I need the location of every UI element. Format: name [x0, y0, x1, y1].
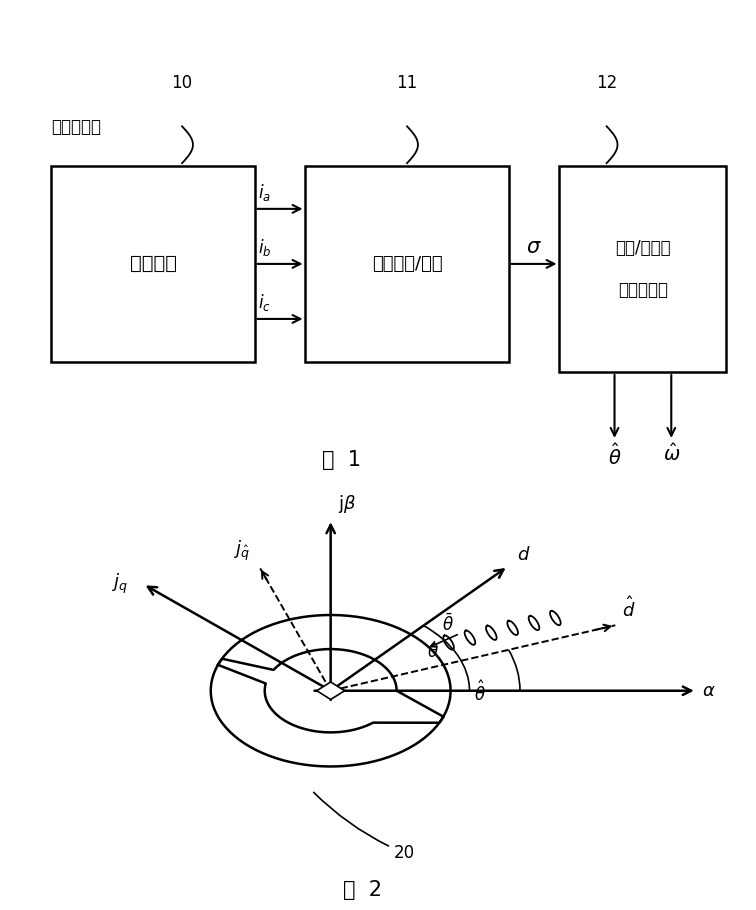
Text: 12: 12 [596, 74, 617, 92]
Text: $i_b$: $i_b$ [259, 237, 271, 258]
Polygon shape [211, 649, 443, 766]
Text: 位置/速度的: 位置/速度的 [615, 239, 671, 257]
Text: $\theta$: $\theta$ [427, 643, 439, 662]
Text: $j_{\hat{q}}$: $j_{\hat{q}}$ [234, 539, 250, 563]
Polygon shape [218, 615, 451, 733]
Text: j$\beta$: j$\beta$ [338, 493, 356, 515]
Text: $\sigma$: $\sigma$ [526, 237, 542, 257]
Text: $\alpha$: $\alpha$ [702, 682, 715, 700]
Text: $i_c$: $i_c$ [259, 292, 271, 313]
Text: $j_q$: $j_q$ [110, 571, 127, 596]
Text: 10: 10 [172, 74, 193, 92]
Text: 11: 11 [396, 74, 417, 92]
Text: 处理信号/解调: 处理信号/解调 [372, 255, 442, 273]
Text: $\bar{\theta}$: $\bar{\theta}$ [442, 614, 454, 635]
Text: $\hat{\theta}$: $\hat{\theta}$ [608, 443, 621, 470]
Bar [51, 166, 255, 362]
Polygon shape [317, 682, 345, 700]
Bar [559, 166, 727, 372]
Bar [305, 166, 509, 362]
Text: $\hat{d}$: $\hat{d}$ [621, 597, 635, 622]
Text: 稳健估计量: 稳健估计量 [618, 280, 668, 298]
Text: $\hat{\theta}$: $\hat{\theta}$ [474, 680, 485, 704]
Text: 图  2: 图 2 [342, 880, 382, 900]
Text: $i_a$: $i_a$ [259, 182, 271, 203]
Text: $\hat{\omega}$: $\hat{\omega}$ [662, 443, 680, 465]
Text: 测量电流: 测量电流 [129, 255, 176, 273]
Text: 20: 20 [314, 793, 415, 862]
Text: 电流传感器: 电流传感器 [51, 118, 101, 136]
Text: 图  1: 图 1 [322, 450, 361, 470]
Text: $d$: $d$ [518, 546, 531, 564]
